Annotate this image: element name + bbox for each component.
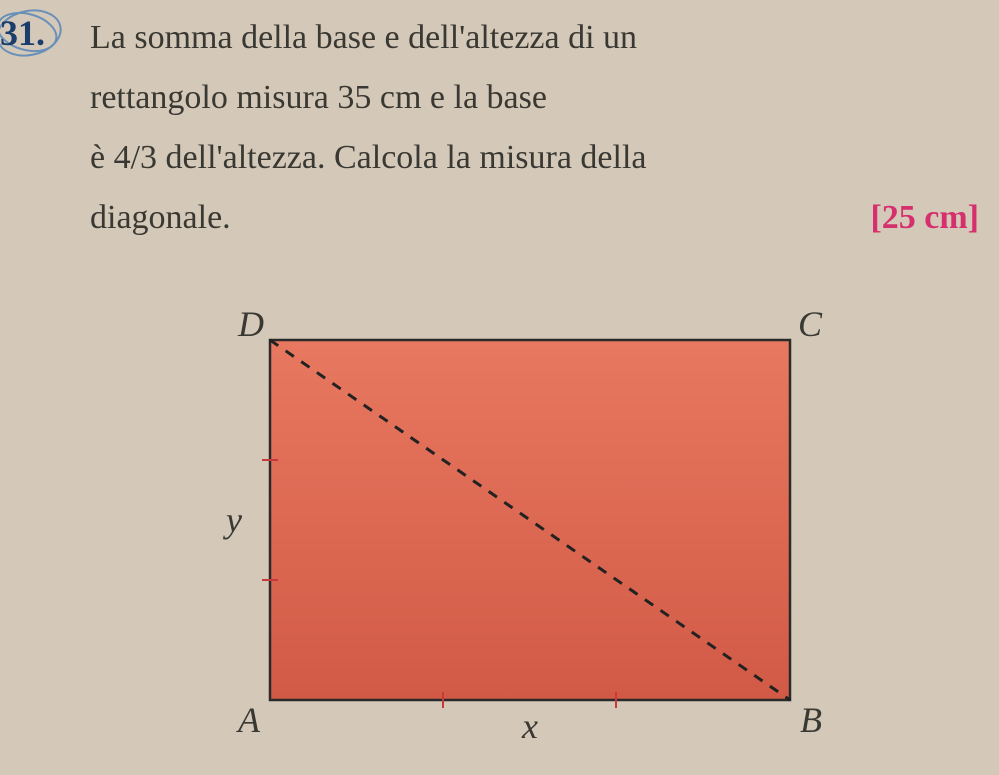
corner-label-D: D — [237, 304, 264, 344]
problem-line-1: La somma della base e dell'altezza di un — [90, 10, 979, 66]
problem-number-text: 31. — [0, 12, 45, 54]
problem-line-4-text: diagonale. — [90, 199, 231, 236]
problem-line-4: diagonale. [25 cm] — [90, 190, 979, 246]
problem-answer: [25 cm] — [870, 190, 979, 246]
corner-label-A: A — [236, 700, 261, 740]
corner-label-C: C — [798, 304, 823, 344]
corner-label-B: B — [800, 700, 822, 740]
problem-text: La somma della base e dell'altezza di un… — [90, 10, 979, 250]
side-label-y: y — [223, 500, 242, 540]
page: 31. La somma della base e dell'altezza d… — [0, 0, 999, 775]
problem-line-3: è 4/3 dell'altezza. Calcola la misura de… — [90, 130, 979, 186]
side-label-x: x — [521, 706, 538, 746]
rectangle-diagram: D C A By x — [160, 300, 860, 750]
problem-line-2: rettangolo misura 35 cm e la base — [90, 70, 979, 126]
problem-number: 31. — [0, 12, 45, 54]
diagram-container: D C A By x — [160, 300, 860, 750]
